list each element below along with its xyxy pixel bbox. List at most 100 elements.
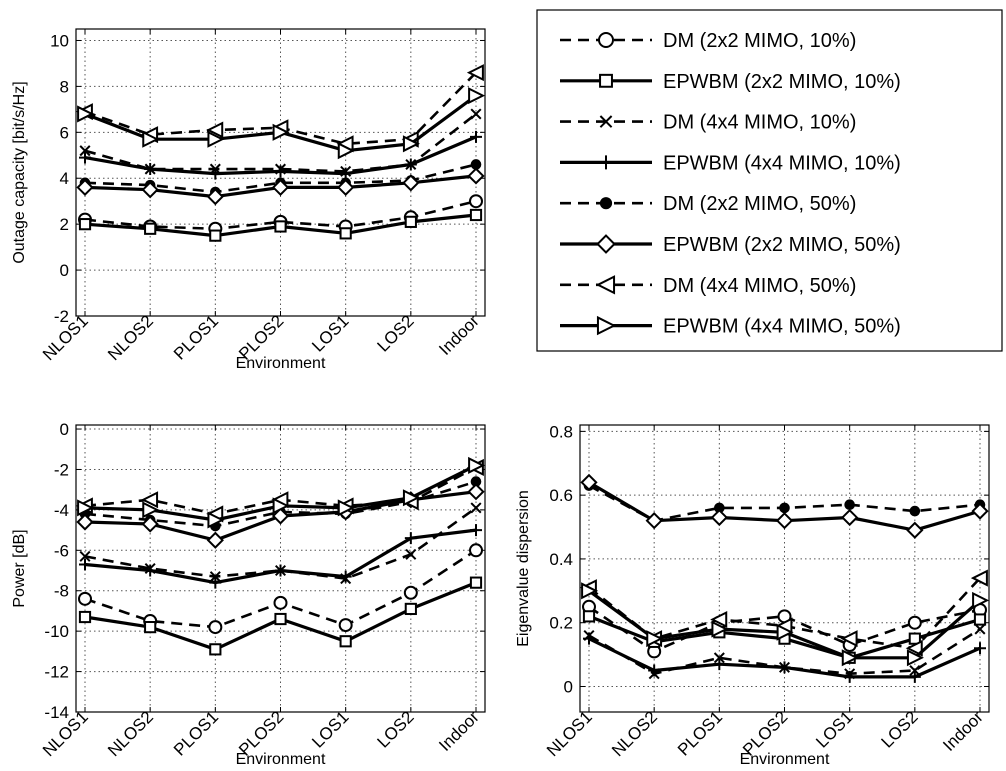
data-point (78, 591, 92, 606)
data-point (208, 620, 223, 635)
legend-label: DM (2x2 MIMO, 50%) (663, 193, 856, 215)
x-tick-label: PLOS1 (170, 707, 222, 759)
data-point (274, 564, 287, 577)
y-axis-label: Power [dB] (11, 529, 28, 607)
data-point (403, 585, 418, 600)
data-point (209, 576, 222, 589)
series-7 (77, 87, 486, 160)
data-point (273, 595, 288, 610)
data-point (467, 483, 485, 501)
data-point (580, 473, 598, 492)
series-3 (79, 130, 482, 180)
data-point (274, 165, 287, 178)
data-point (274, 612, 287, 626)
data-point (469, 576, 483, 589)
data-point (468, 456, 486, 474)
y-tick-label: 0 (60, 420, 69, 439)
data-point (79, 151, 91, 164)
data-point (648, 664, 661, 677)
data-point (274, 220, 287, 233)
y-tick-label: -2 (54, 307, 69, 326)
data-point (404, 532, 417, 545)
legend-marker (599, 197, 613, 210)
data-point (405, 548, 417, 560)
data-point (909, 505, 921, 517)
x-tick-label: LOS1 (308, 311, 352, 355)
legend-marker (598, 32, 614, 48)
x-tick-label: PLOS1 (170, 311, 222, 363)
x-tick-label: LOS1 (812, 707, 856, 751)
y-tick-label: -10 (44, 622, 69, 641)
data-point (710, 508, 728, 527)
data-point (841, 508, 859, 527)
data-point (209, 229, 222, 242)
data-point (78, 610, 92, 624)
x-tick-label: Indoor (939, 707, 987, 755)
data-point (469, 194, 483, 209)
data-point (713, 652, 725, 664)
data-point (77, 499, 95, 517)
x-tick-label: PLOS1 (674, 707, 726, 759)
data-point (207, 511, 225, 529)
legend-label: EPWBM (4x4 MIMO, 10%) (663, 152, 901, 174)
data-point (645, 512, 663, 530)
data-point (970, 569, 988, 587)
legend-label: DM (2x2 MIMO, 10%) (663, 30, 856, 52)
y-tick-label: -14 (44, 703, 69, 722)
x-tick-label: LOS2 (373, 311, 417, 355)
data-point (338, 618, 353, 633)
y-tick-label: 0.6 (549, 486, 573, 505)
series-5 (580, 473, 989, 539)
data-point (710, 611, 728, 629)
data-point (144, 163, 157, 176)
data-point (466, 64, 484, 82)
legend-label: DM (4x4 MIMO, 50%) (663, 275, 856, 297)
x-tick-label: NLOS2 (608, 707, 661, 760)
data-point (141, 515, 159, 533)
data-point (79, 550, 91, 562)
legend-frame (536, 9, 1003, 352)
data-point (470, 502, 482, 514)
legend-marker (599, 73, 613, 88)
y-axis-label: Eigenvalue dispersion (515, 490, 532, 647)
data-point (402, 489, 420, 507)
data-point (973, 613, 987, 626)
legend-entry: EPWBM (2x2 MIMO, 10%) (560, 71, 901, 93)
data-point (78, 218, 92, 231)
data-point (209, 643, 222, 656)
data-point (841, 649, 859, 667)
data-point (209, 167, 222, 180)
data-point (402, 135, 420, 153)
legend-entry: EPWBM (2x2 MIMO, 50%) (560, 234, 901, 256)
data-point (974, 642, 986, 655)
legend-label: EPWBM (2x2 MIMO, 50%) (663, 234, 901, 256)
data-point (271, 178, 290, 197)
x-tick-label: LOS1 (308, 707, 352, 751)
legend-marker (596, 234, 616, 254)
series-1 (78, 208, 483, 242)
data-point (468, 87, 486, 105)
data-point (582, 610, 596, 623)
y-tick-label: 0 (564, 677, 573, 696)
data-point (583, 632, 595, 645)
data-point (776, 623, 794, 641)
y-tick-label: 8 (60, 77, 69, 96)
data-point (76, 513, 94, 531)
legend-entry: DM (4x4 MIMO, 10%) (560, 112, 856, 134)
legend-marker (599, 155, 613, 170)
data-point (646, 630, 664, 648)
data-point (404, 158, 417, 171)
data-point (470, 524, 482, 537)
data-point (840, 630, 858, 648)
data-point (271, 507, 290, 525)
y-tick-label: 0 (60, 261, 69, 280)
legend-entry: EPWBM (4x4 MIMO, 10%) (560, 152, 901, 174)
data-point (144, 621, 157, 634)
data-point (339, 570, 352, 583)
data-point (470, 130, 482, 143)
data-point (581, 582, 599, 600)
data-point (467, 167, 485, 185)
